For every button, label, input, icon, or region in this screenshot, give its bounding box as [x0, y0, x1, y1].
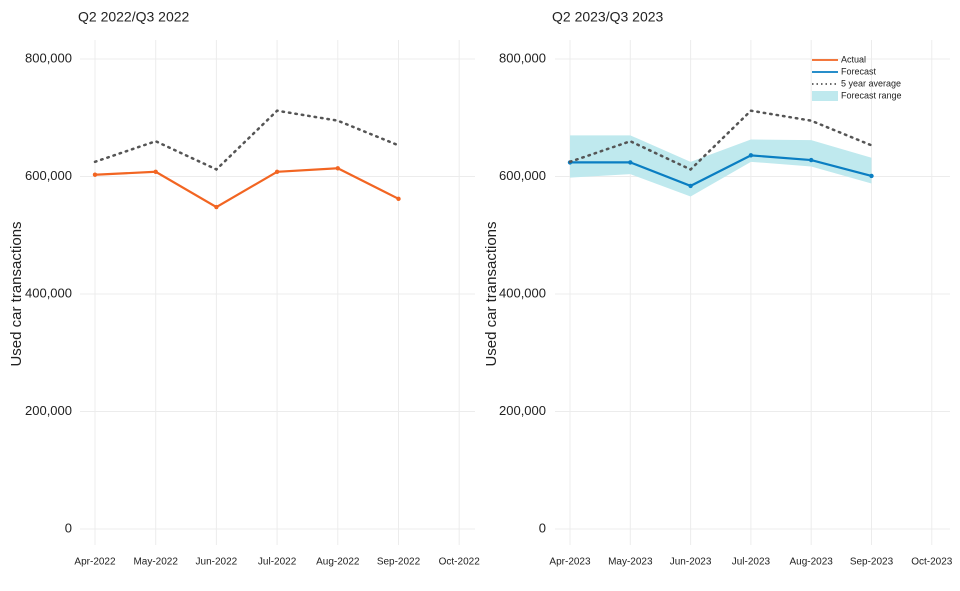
x-tick-label: Oct-2023 [911, 557, 953, 568]
series-line [568, 109, 873, 171]
y-axis-title: Used car transactions [483, 221, 500, 366]
point [396, 196, 401, 202]
x-tick-label: May-2022 [133, 557, 178, 568]
chart-title: Q2 2023/Q3 2023 [552, 9, 664, 25]
y-tick-label: 800,000 [499, 50, 546, 65]
x-tick-label: Jul-2022 [258, 557, 297, 568]
x-tick-label: Sep-2023 [850, 557, 894, 568]
x-tick-label: Jun-2022 [196, 557, 238, 568]
point [809, 157, 814, 163]
x-tick-label: Sep-2022 [377, 557, 421, 568]
point [274, 169, 280, 174]
y-tick-label: 600,000 [499, 168, 546, 183]
y-tick-label: 800,000 [25, 50, 72, 65]
series-line [93, 109, 400, 171]
y-tick-label: 0 [539, 520, 546, 535]
y-axis-title: Used car transactions [8, 221, 25, 366]
y-tick-label: 200,000 [499, 403, 546, 418]
point [153, 169, 158, 174]
x-tick-label: Apr-2023 [549, 557, 591, 568]
y-tick-label: 400,000 [499, 285, 546, 300]
y-tick-label: 200,000 [25, 403, 72, 418]
x-tick-label: Apr-2022 [74, 557, 116, 568]
point [869, 173, 874, 179]
legend-label: 5 year average [841, 78, 901, 88]
legend-label: Actual [841, 54, 866, 64]
x-tick-label: Aug-2022 [316, 557, 360, 568]
x-tick-label: Jul-2023 [732, 557, 771, 568]
y-tick-label: 400,000 [25, 285, 72, 300]
x-tick-label: Jun-2023 [670, 557, 712, 568]
legend-swatch [812, 91, 838, 101]
point [628, 160, 633, 165]
point [688, 183, 693, 189]
legend-label: Forecast range [841, 90, 902, 100]
x-tick-label: Oct-2022 [439, 557, 481, 568]
legend-label: Forecast [841, 66, 877, 76]
x-tick-label: May-2023 [608, 557, 653, 568]
series-line [568, 154, 873, 188]
series-line [93, 167, 400, 209]
point [748, 153, 754, 158]
forecast-band [570, 135, 872, 197]
y-tick-label: 600,000 [25, 168, 72, 183]
point [335, 166, 340, 171]
point [214, 204, 219, 210]
x-tick-label: Aug-2023 [790, 557, 834, 568]
y-tick-label: 0 [65, 520, 72, 535]
chart-title: Q2 2022/Q3 2022 [78, 9, 190, 25]
point [92, 172, 98, 177]
